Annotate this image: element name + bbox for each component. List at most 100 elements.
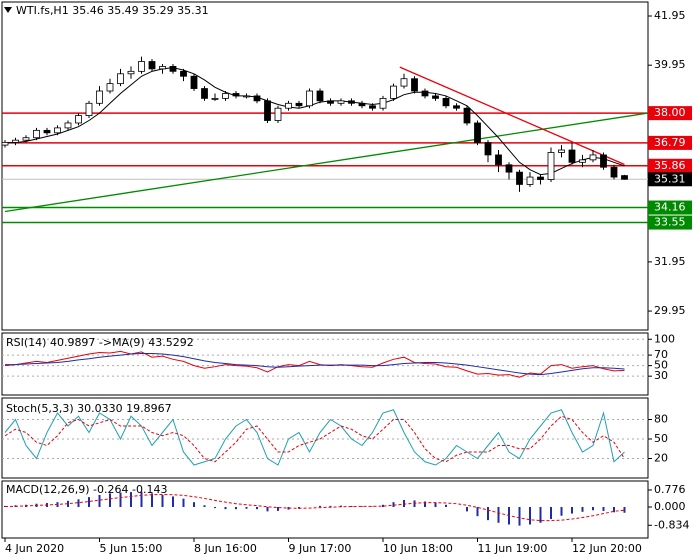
candle-body	[106, 83, 114, 92]
candle-body	[274, 107, 282, 121]
trend-line	[399, 66, 625, 166]
candle-body	[484, 142, 492, 156]
candle-body	[411, 78, 418, 92]
candle-body	[348, 100, 355, 104]
y-tick-label: 41.95	[654, 9, 686, 22]
candle-body	[526, 176, 534, 185]
level-label-bg	[648, 106, 692, 121]
candle-body	[159, 66, 166, 70]
candle-body	[253, 95, 261, 102]
current-price-label: 35.31	[654, 172, 686, 185]
level-label-bg	[648, 135, 692, 150]
level-label: 36.79	[654, 136, 686, 149]
candle-body	[201, 88, 208, 99]
candle-body	[127, 70, 135, 75]
candle-body	[75, 115, 82, 124]
candle-body	[589, 154, 597, 161]
candle-body	[180, 70, 187, 77]
y-tick-label: 70	[654, 348, 668, 361]
x-tick-label: 5 Jun 15:00	[100, 542, 163, 555]
candle-body	[621, 175, 628, 180]
y-tick-label: 20	[654, 452, 668, 465]
candle-body	[138, 61, 145, 72]
level-label: 33.55	[654, 216, 686, 229]
macd-signal	[4, 493, 625, 522]
candle-body	[421, 90, 429, 97]
y-tick-label: 0.000	[654, 500, 686, 513]
candle-body	[43, 129, 51, 134]
candle-body	[453, 105, 460, 109]
x-tick-label: 10 Jun 18:00	[383, 542, 453, 555]
rsi-line	[4, 350, 625, 378]
y-tick-label: 0.776	[654, 483, 686, 496]
candle-body	[537, 176, 544, 180]
candle-body	[337, 100, 345, 104]
y-tick-label: 39.95	[654, 58, 686, 71]
menu-icon	[4, 7, 12, 13]
candle-body	[579, 159, 586, 163]
rsi-panel	[1, 332, 649, 396]
candle-body	[505, 164, 513, 173]
candle-body	[222, 93, 229, 99]
stoch-line	[4, 409, 625, 466]
candle-body	[148, 61, 156, 70]
candle-body	[516, 171, 523, 185]
candle-body	[190, 75, 198, 89]
candle-body	[295, 102, 303, 107]
candle-body	[22, 137, 30, 141]
candle-body	[211, 97, 219, 100]
candle-body	[306, 90, 313, 107]
candle-body	[390, 85, 397, 99]
rsi-title: RSI(14) 40.9897 ->MA(9) 43.5292	[6, 336, 194, 349]
x-tick-label: 11 Jun 19:00	[478, 542, 548, 555]
current-price-bg	[648, 172, 692, 187]
y-tick-label: 80	[654, 413, 668, 426]
candle-body	[316, 90, 324, 102]
candle-body	[1, 141, 9, 146]
trend-line	[4, 112, 648, 213]
candle-body	[474, 122, 481, 144]
candle-body	[463, 107, 471, 124]
stoch-panel	[1, 397, 649, 479]
candle-body	[33, 129, 40, 139]
y-tick-label: -0.834	[654, 518, 689, 531]
x-tick-label: 4 Jun 2020	[5, 542, 64, 555]
candle-body	[169, 66, 177, 72]
candle-body	[600, 154, 607, 168]
macd-title: MACD(12,26,9) -0.264 -0.143	[6, 483, 167, 496]
macd-panel	[1, 480, 649, 539]
rsi-line	[5, 353, 625, 376]
level-label: 34.16	[654, 201, 686, 214]
level-label-bg	[648, 158, 692, 173]
level-label: 38.00	[654, 106, 686, 119]
candle-body	[358, 102, 366, 107]
y-tick-label: 50	[654, 432, 668, 445]
candle-body	[12, 139, 19, 143]
candle-body	[495, 154, 502, 166]
x-tick-label: 9 Jun 17:00	[289, 542, 352, 555]
candle-body	[369, 105, 376, 109]
candle-body	[547, 152, 555, 180]
y-tick-label: 31.95	[654, 255, 686, 268]
stoch-title: Stoch(5,3,3) 30.0330 19.8967	[6, 402, 172, 415]
level-label: 35.86	[654, 159, 686, 172]
chart-title: WTI.fs,H1 35.46 35.49 35.29 35.31	[16, 4, 209, 17]
y-tick-label: 30	[654, 369, 668, 382]
candle-body	[85, 102, 93, 116]
candle-body	[442, 97, 450, 107]
candle-body	[379, 97, 387, 109]
candle-body	[264, 100, 271, 121]
level-label-bg	[648, 215, 692, 230]
x-tick-label: 12 Jun 20:00	[572, 542, 642, 555]
candle-body	[64, 122, 72, 129]
candle-body	[400, 78, 408, 87]
y-tick-label: 50	[654, 359, 668, 372]
candle-body	[54, 127, 61, 134]
candle-body	[285, 102, 292, 109]
x-tick-label: 8 Jun 16:00	[194, 542, 257, 555]
y-tick-label: 100	[654, 332, 675, 345]
candle-body	[232, 93, 240, 97]
candle-body	[558, 149, 565, 153]
